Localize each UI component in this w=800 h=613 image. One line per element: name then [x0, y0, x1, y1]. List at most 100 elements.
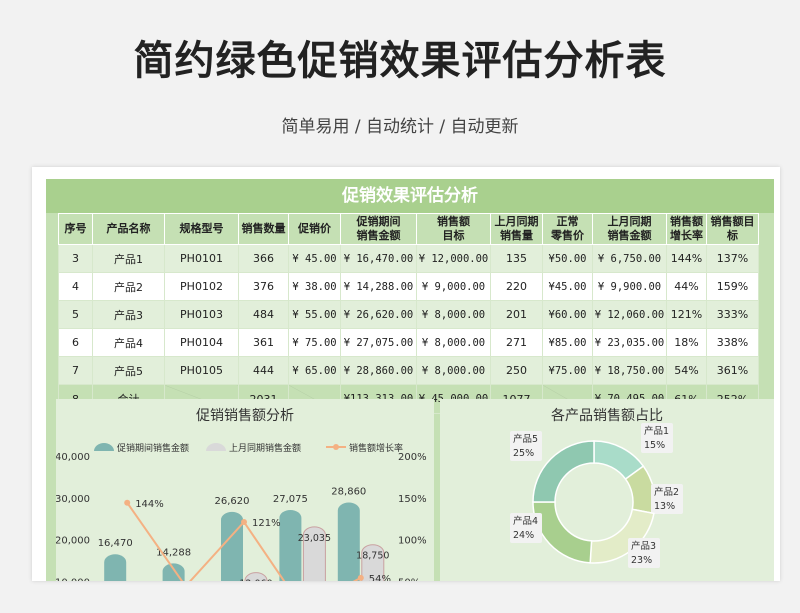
cell-no[interactable]: 4 [58, 272, 93, 301]
cell-target[interactable]: ¥ 8,000.00 [416, 328, 491, 357]
report-panel: 促销效果评估分析 序号 产品名称 规格型号 销售数量 促销价 促销期间 销售金额 销售额 目标上… [46, 179, 774, 581]
cell-last-qty[interactable]: 271 [490, 328, 543, 357]
cell-growth[interactable]: 44% [666, 272, 707, 301]
page-title: 简约绿色促销效果评估分析表 [133, 38, 667, 84]
column-header-text: 正常 [556, 215, 579, 228]
cell-target-rate[interactable]: 333% [706, 300, 759, 329]
column-header-text: 产品名称 [106, 222, 151, 235]
cell-last-qty[interactable]: 135 [490, 244, 543, 273]
cell-target[interactable]: ¥ 12,000.00 [416, 244, 491, 273]
column-header-text: 目标 [442, 229, 465, 242]
data-label-promo: 28,860 [331, 487, 366, 498]
cell-target-rate[interactable]: 338% [706, 328, 759, 357]
column-header: 序号 [58, 213, 93, 245]
cell-last-qty[interactable]: 220 [490, 272, 543, 301]
y-tick-label: 40,000 [56, 452, 90, 463]
cell-price[interactable]: ¥ 55.00 [288, 300, 341, 329]
cell-no[interactable]: 3 [58, 244, 93, 273]
bar-last-sales [244, 572, 268, 581]
cell-price[interactable]: ¥ 38.00 [288, 272, 341, 301]
cell-growth[interactable]: 144% [666, 244, 707, 273]
cell-retail[interactable]: ¥85.00 [542, 328, 593, 357]
cell-price[interactable]: ¥ 75.00 [288, 328, 341, 357]
slice-label-name: 产品2 [654, 486, 679, 498]
column-header-text: 销售金额 [607, 229, 652, 242]
cell-qty[interactable]: 484 [238, 300, 289, 329]
cell-last-sales[interactable]: ¥ 9,900.00 [592, 272, 667, 301]
promo-table: 序号 产品名称 规格型号 销售数量 促销价 促销期间 销售金额 销售额 目标 上月同期 销售量 正常零… [58, 213, 759, 414]
share-pie-chart: 各产品销售额占比 产品1 15% 产品2 13% 产品3 23% 产品4 24% 产品5 25% [440, 399, 774, 581]
cell-qty[interactable]: 366 [238, 244, 289, 273]
bar-chart-canvas: 促销期间销售金额 上月同期销售金额 销售额增长率 40,000 30,000 20,000… [55, 442, 427, 581]
cell-retail[interactable]: ¥75.00 [542, 356, 593, 385]
y2-tick-label: 150% [398, 494, 427, 505]
cell-target[interactable]: ¥ 9,000.00 [416, 272, 491, 301]
column-header-text: 销售额 [670, 215, 703, 228]
cell-growth[interactable]: 54% [666, 356, 707, 385]
legend-label: 促销期间销售金额 [117, 442, 189, 454]
cell-price[interactable]: ¥ 65.00 [288, 356, 341, 385]
bar-promo-sales [162, 563, 185, 581]
cell-last-sales[interactable]: ¥ 6,750.00 [592, 244, 667, 273]
bar-last-sales [361, 544, 385, 581]
column-header-text: 促销价 [298, 222, 331, 235]
cell-last-sales[interactable]: ¥ 12,060.00 [592, 300, 667, 329]
cell-promo-sales[interactable]: ¥ 14,288.00 [340, 272, 417, 301]
slice-label-name: 产品5 [513, 433, 538, 445]
column-header-text: 上月同期 [607, 215, 652, 228]
cell-retail[interactable]: ¥60.00 [542, 300, 593, 329]
cell-name[interactable]: 产品2 [92, 272, 165, 301]
cell-retail[interactable]: ¥45.00 [542, 272, 593, 301]
column-header-text: 销售数量 [241, 222, 286, 235]
cell-target[interactable]: ¥ 8,000.00 [416, 356, 491, 385]
data-label-promo: 26,620 [215, 496, 250, 507]
cell-model[interactable]: PH0104 [164, 328, 239, 357]
cell-promo-sales[interactable]: ¥ 27,075.00 [340, 328, 417, 357]
cell-target[interactable]: ¥ 8,000.00 [416, 300, 491, 329]
cell-retail[interactable]: ¥50.00 [542, 244, 593, 273]
cell-promo-sales[interactable]: ¥ 28,860.00 [340, 356, 417, 385]
column-header-text: 增长率 [670, 229, 703, 242]
table-row: 7 产品5 PH0105 444 ¥ 65.00 ¥ 28,860.00 ¥ 8,000.0… [58, 356, 759, 385]
cell-price[interactable]: ¥ 45.00 [288, 244, 341, 273]
cell-no[interactable]: 7 [58, 356, 93, 385]
data-label-last: 18,750 [356, 551, 389, 562]
cell-qty[interactable]: 376 [238, 272, 289, 301]
growth-point [357, 574, 364, 581]
column-header: 正常 零售价 [542, 213, 593, 245]
cell-qty[interactable]: 444 [238, 356, 289, 385]
cell-model[interactable]: PH0102 [164, 272, 239, 301]
cell-growth[interactable]: 18% [666, 328, 707, 357]
spreadsheet-sheet: 促销效果评估分析 序号 产品名称 规格型号 销售数量 促销价 促销期间 销售金额 销售额 目标上… [32, 167, 780, 581]
legend-swatch [333, 444, 339, 450]
cell-model[interactable]: PH0103 [164, 300, 239, 329]
data-label-growth: 54% [369, 574, 391, 581]
cell-last-qty[interactable]: 201 [490, 300, 543, 329]
cell-name[interactable]: 产品4 [92, 328, 165, 357]
cell-last-sales[interactable]: ¥ 23,035.00 [592, 328, 667, 357]
cell-promo-sales[interactable]: ¥ 26,620.00 [340, 300, 417, 329]
cell-qty[interactable]: 361 [238, 328, 289, 357]
table-banner: 促销效果评估分析 [46, 179, 774, 213]
cell-name[interactable]: 产品1 [92, 244, 165, 273]
cell-name[interactable]: 产品5 [92, 356, 165, 385]
column-header-text: 销售额 [437, 215, 470, 228]
slice-label-name: 产品3 [631, 540, 656, 552]
cell-name[interactable]: 产品3 [92, 300, 165, 329]
cell-last-qty[interactable]: 250 [490, 356, 543, 385]
cell-target-rate[interactable]: 361% [706, 356, 759, 385]
cell-model[interactable]: PH0105 [164, 356, 239, 385]
column-header-text: 销售量 [500, 229, 533, 242]
cell-no[interactable]: 5 [58, 300, 93, 329]
cell-target-rate[interactable]: 159% [706, 272, 759, 301]
cell-promo-sales[interactable]: ¥ 16,470.00 [340, 244, 417, 273]
cell-no[interactable]: 6 [58, 328, 93, 357]
column-header: 销售数量 [238, 213, 289, 245]
cell-model[interactable]: PH0101 [164, 244, 239, 273]
column-header-text: 零售价 [551, 229, 584, 242]
cell-last-sales[interactable]: ¥ 18,750.00 [592, 356, 667, 385]
cell-growth[interactable]: 121% [666, 300, 707, 329]
table-row: 6 产品4 PH0104 361 ¥ 75.00 ¥ 27,075.00 ¥ 8,000.0… [58, 328, 759, 357]
legend-label: 销售额增长率 [349, 442, 403, 454]
cell-target-rate[interactable]: 137% [706, 244, 759, 273]
